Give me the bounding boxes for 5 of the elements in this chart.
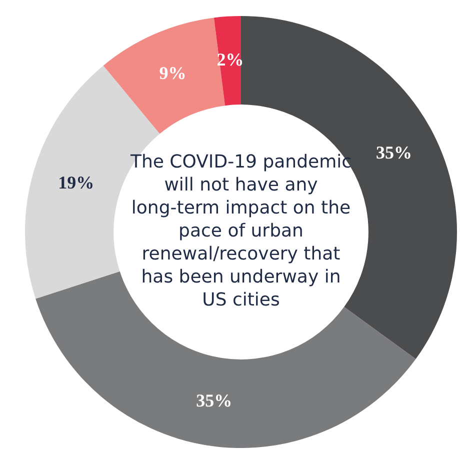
data-label: 9% <box>159 63 186 84</box>
data-label: 19% <box>58 172 94 193</box>
text: The COVID-19 pandemic will not have any long-term impact on the pace of urban renewal/recovery that has been underway in US cities <box>129 152 352 311</box>
data-label: 35% <box>376 142 412 163</box>
data-label: 35% <box>196 390 232 410</box>
